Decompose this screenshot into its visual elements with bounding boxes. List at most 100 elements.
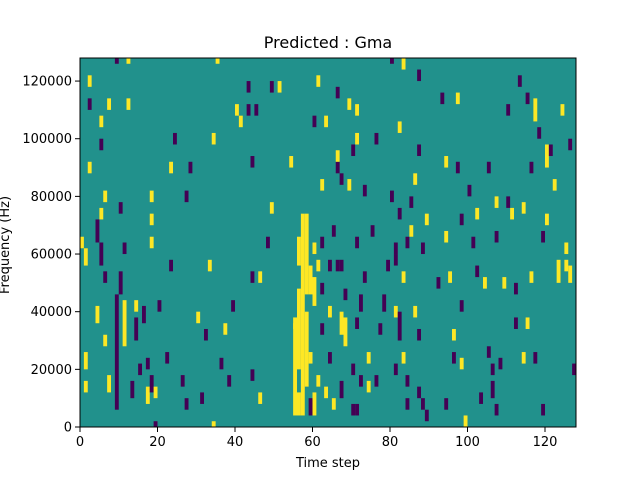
heatmap-cell bbox=[153, 386, 158, 399]
heatmap-cell bbox=[572, 363, 577, 376]
heatmap-cell bbox=[455, 161, 460, 174]
heatmap-cell bbox=[568, 138, 573, 151]
heatmap-cell bbox=[467, 184, 472, 197]
heatmap-cell bbox=[401, 58, 406, 70]
heatmap-cell bbox=[153, 421, 158, 427]
heatmap-cell bbox=[452, 328, 456, 341]
heatmap-cell bbox=[556, 259, 561, 283]
heatmap-cell bbox=[440, 92, 445, 105]
heatmap-cell bbox=[343, 317, 348, 347]
heatmap-cell bbox=[421, 398, 425, 410]
heatmap-cell bbox=[250, 271, 255, 283]
heatmap-cell bbox=[393, 254, 398, 266]
x-axis: 0 20 40 60 80 100 120 bbox=[76, 427, 557, 450]
heatmap-cell bbox=[207, 259, 212, 272]
heatmap-cell bbox=[138, 363, 143, 376]
heatmap-cell bbox=[397, 311, 402, 341]
heatmap-cell bbox=[355, 403, 360, 416]
heatmap-cell bbox=[99, 207, 104, 220]
heatmap-cell bbox=[335, 161, 340, 174]
x-tick-label: 20 bbox=[149, 435, 166, 450]
x-tick-label: 80 bbox=[382, 435, 399, 450]
heatmap-cell bbox=[196, 311, 201, 324]
heatmap-cell bbox=[525, 317, 530, 329]
heatmap-cell bbox=[413, 173, 418, 185]
heatmap-cell bbox=[145, 357, 150, 370]
heatmap-cell bbox=[118, 271, 123, 295]
x-tick-label: 60 bbox=[304, 435, 321, 450]
heatmap-cell bbox=[320, 282, 325, 295]
heatmap-cell bbox=[165, 352, 170, 364]
heatmap-cell bbox=[335, 150, 340, 162]
heatmap-cell bbox=[250, 369, 255, 381]
heatmap-cell bbox=[114, 294, 119, 410]
heatmap-cell bbox=[347, 98, 352, 110]
heatmap-cell bbox=[126, 98, 131, 110]
heatmap-cell bbox=[545, 144, 549, 168]
y-tick-label: 80000 bbox=[31, 190, 72, 205]
heatmap-cell bbox=[258, 392, 263, 404]
heatmap-cell bbox=[459, 300, 464, 312]
heatmap-cell bbox=[393, 363, 398, 376]
heatmap-cell bbox=[95, 305, 100, 324]
heatmap-cell bbox=[475, 207, 480, 220]
heatmap-cell bbox=[529, 271, 534, 283]
heatmap-cell bbox=[87, 161, 92, 174]
heatmap-cell bbox=[149, 236, 154, 249]
heatmap-cell bbox=[514, 282, 518, 295]
heatmap-cell bbox=[114, 58, 119, 64]
heatmap-cell bbox=[548, 144, 553, 157]
heatmap-cell bbox=[552, 179, 557, 191]
heatmap-cell bbox=[204, 328, 208, 341]
heatmap-cell bbox=[541, 403, 546, 416]
heatmap-cell bbox=[444, 398, 449, 410]
heatmap-cell bbox=[359, 294, 363, 312]
heatmap-cell bbox=[370, 225, 375, 237]
heatmap-cell bbox=[366, 380, 371, 393]
heatmap-cell bbox=[324, 115, 329, 128]
heatmap-cell bbox=[521, 352, 526, 364]
heatmap-cell bbox=[335, 86, 340, 99]
heatmap-cell bbox=[293, 323, 298, 416]
heatmap-cell bbox=[359, 375, 363, 387]
heatmap-cell bbox=[83, 352, 88, 370]
heatmap-cell bbox=[533, 352, 538, 364]
y-tick-label: 0 bbox=[64, 421, 72, 436]
heatmap-cell bbox=[266, 236, 270, 249]
heatmap-cell bbox=[157, 300, 162, 312]
heatmap-cells bbox=[80, 58, 577, 427]
heatmap-cell bbox=[490, 380, 495, 399]
heatmap-cell bbox=[169, 259, 174, 272]
heatmap-cell bbox=[537, 127, 542, 139]
heatmap-cell bbox=[180, 375, 185, 387]
heatmap-cell bbox=[390, 190, 394, 203]
heatmap-cell bbox=[308, 352, 313, 364]
x-tick-label: 100 bbox=[455, 435, 480, 450]
heatmap-cell bbox=[339, 311, 344, 335]
heatmap-cell bbox=[564, 259, 569, 272]
heatmap-cell bbox=[297, 392, 301, 416]
heatmap-cell bbox=[103, 334, 108, 347]
y-tick-label: 120000 bbox=[22, 75, 72, 90]
heatmap-cell bbox=[444, 156, 449, 168]
heatmap-cell bbox=[421, 242, 425, 255]
heatmap-cell bbox=[211, 421, 216, 427]
heatmap-cell bbox=[254, 104, 259, 116]
heatmap-cell bbox=[494, 230, 499, 243]
heatmap-cell bbox=[130, 380, 135, 399]
heatmap-cell bbox=[122, 242, 127, 255]
heatmap-cell bbox=[529, 161, 534, 174]
heatmap-cell bbox=[471, 236, 476, 249]
heatmap-cell bbox=[184, 398, 189, 410]
heatmap-cell bbox=[517, 75, 522, 87]
heatmap-cell bbox=[405, 236, 410, 249]
heatmap-cell bbox=[452, 352, 456, 364]
y-tick-label: 20000 bbox=[31, 363, 72, 378]
heatmap-cell bbox=[320, 323, 325, 335]
y-axis: 0 20000 40000 60000 80000 100000 120000 bbox=[22, 75, 80, 436]
heatmap-cell bbox=[289, 156, 294, 168]
heatmap-cell bbox=[269, 81, 274, 93]
heatmap-cell bbox=[99, 115, 104, 128]
heatmap-cell bbox=[405, 375, 410, 387]
